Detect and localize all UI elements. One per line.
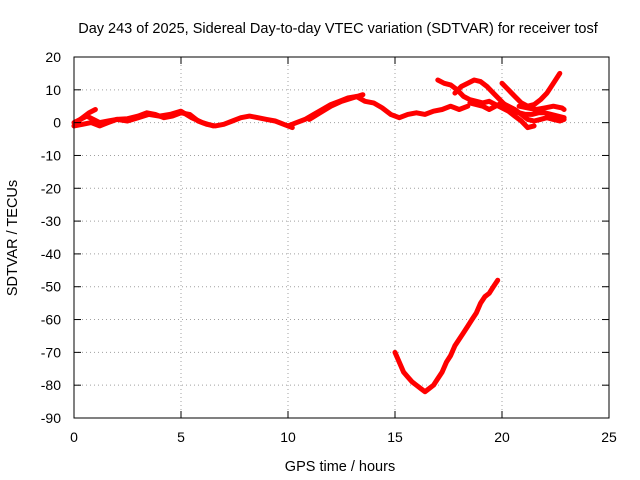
- x-tick-label: 25: [601, 429, 617, 445]
- x-tick-label: 10: [280, 429, 296, 445]
- y-tick-label: -50: [41, 279, 61, 295]
- x-tick-labels: 0 5 10 15 20 25: [70, 429, 617, 445]
- plot-frame: [73, 56, 610, 419]
- series-line-sat-track-8: [467, 100, 567, 124]
- series-line-sat-track-2: [71, 108, 216, 129]
- y-tick-label: 10: [45, 82, 61, 98]
- y-tick-label: -80: [41, 377, 61, 393]
- series-line-sat-track-11: [392, 277, 501, 395]
- y-axis-label: SDTVAR / TECUs: [5, 180, 21, 296]
- y-tick-label: -90: [41, 410, 61, 426]
- x-tick-label: 20: [494, 429, 510, 445]
- tick-marks: [73, 56, 610, 419]
- x-tick-label: 5: [177, 429, 185, 445]
- y-tick-label: -40: [41, 246, 61, 262]
- series-line-sat-track-10: [516, 103, 567, 112]
- y-tick-label: -30: [41, 213, 61, 229]
- x-tick-label: 15: [387, 429, 403, 445]
- y-tick-label: 20: [45, 49, 61, 65]
- series-line-sat-track-5: [306, 92, 366, 122]
- series-lines: [71, 70, 567, 395]
- y-tick-label: -70: [41, 344, 61, 360]
- series-line-sat-track-9: [499, 70, 563, 109]
- y-tick-label: 0: [53, 115, 61, 131]
- grid: [74, 57, 609, 418]
- chart-title: Day 243 of 2025, Sidereal Day-to-day VTE…: [78, 21, 598, 37]
- series-line-sat-track-4: [285, 93, 471, 129]
- y-tick-labels: 20 10 0 -10 -20 -30 -40 -50 -60 -70 -80 -90: [41, 49, 61, 426]
- y-tick-label: -60: [41, 312, 61, 328]
- y-tick-label: -10: [41, 147, 61, 163]
- x-axis-label: GPS time / hours: [285, 459, 395, 475]
- y-tick-label: -20: [41, 180, 61, 196]
- series-line-sat-track-6: [435, 77, 537, 131]
- x-tick-label: 0: [70, 429, 78, 445]
